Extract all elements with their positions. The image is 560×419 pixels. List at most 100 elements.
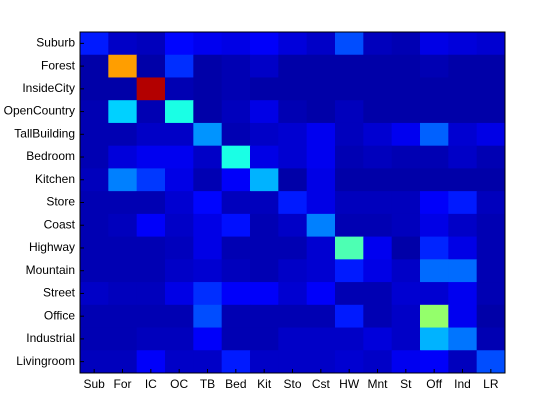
- heatmap-cell: [221, 168, 251, 192]
- heatmap-cell: [278, 213, 308, 238]
- heatmap-cell: [306, 77, 336, 101]
- x-tick-label: Bed: [225, 377, 246, 391]
- heatmap-cell: [250, 191, 279, 215]
- heatmap-cell: [136, 122, 166, 147]
- heatmap-cell: [448, 259, 478, 283]
- heatmap-cell: [108, 282, 138, 306]
- heatmap-cell: [250, 122, 279, 147]
- heatmap-cell: [80, 213, 109, 238]
- y-tick-label: Bedroom: [26, 149, 75, 163]
- heatmap-cell: [476, 350, 506, 374]
- heatmap-cell: [476, 327, 506, 351]
- heatmap-cell: [250, 327, 279, 351]
- heatmap-cell: [448, 282, 478, 306]
- heatmap-cell: [420, 168, 449, 192]
- y-tick-label: Mountain: [26, 263, 75, 277]
- heatmap-cell: [363, 168, 393, 192]
- heatmap-cell: [278, 282, 308, 306]
- heatmap-cell: [391, 327, 421, 351]
- heatmap-cell: [250, 236, 279, 260]
- heatmap-cell: [136, 168, 166, 192]
- heatmap-cell: [278, 168, 308, 192]
- heatmap-cell: [221, 213, 251, 238]
- heatmap-cell: [448, 236, 478, 260]
- heatmap-cell: [335, 168, 364, 192]
- heatmap-cell: [250, 304, 279, 329]
- heatmap-cell: [108, 100, 138, 124]
- heatmap-cell: [80, 259, 109, 283]
- heatmap-cell: [250, 145, 279, 169]
- heatmap-cell: [165, 191, 194, 215]
- heatmap-cell: [335, 77, 364, 101]
- heatmap-cell: [221, 191, 251, 215]
- y-tick-label: Street: [43, 286, 76, 300]
- heatmap-cell: [363, 259, 393, 283]
- heatmap-cell: [391, 77, 421, 101]
- x-tick-label: Kit: [257, 377, 272, 391]
- y-tick-label: InsideCity: [22, 81, 75, 95]
- heatmap-cell: [80, 145, 109, 169]
- heatmap-cell: [165, 236, 194, 260]
- heatmap-cell: [136, 282, 166, 306]
- heatmap-cell: [136, 77, 166, 101]
- heatmap-cell: [306, 191, 336, 215]
- heatmap-cell: [306, 236, 336, 260]
- heatmap-cell: [108, 145, 138, 169]
- heatmap-cell: [80, 100, 109, 124]
- heatmap-cell: [306, 32, 336, 56]
- heatmap-cell: [136, 327, 166, 351]
- heatmap-cell: [193, 100, 223, 124]
- heatmap-cell: [391, 350, 421, 374]
- heatmap-cell: [420, 350, 449, 374]
- heatmap-cell: [193, 145, 223, 169]
- heatmap-cell: [306, 350, 336, 374]
- heatmap-cell: [420, 191, 449, 215]
- heatmap-cell: [108, 191, 138, 215]
- heatmap-cell: [335, 191, 364, 215]
- heatmap-cell: [363, 32, 393, 56]
- heatmap-cell: [80, 350, 109, 374]
- x-tick-label: For: [114, 377, 132, 391]
- heatmap-cell: [306, 327, 336, 351]
- heatmap-cell: [448, 213, 478, 238]
- heatmap-cell: [193, 236, 223, 260]
- heatmap-cell: [476, 259, 506, 283]
- heatmap-cell: [420, 122, 449, 147]
- heatmap-cell: [476, 191, 506, 215]
- heatmap-cell: [80, 54, 109, 78]
- heatmap-cell: [221, 54, 251, 78]
- heatmap-cell: [221, 77, 251, 101]
- heatmap-cell: [391, 145, 421, 169]
- heatmap-cell: [193, 350, 223, 374]
- heatmap-cell: [165, 350, 194, 374]
- x-tick-label: OC: [170, 377, 188, 391]
- heatmap-cell: [136, 304, 166, 329]
- heatmap-cell: [165, 213, 194, 238]
- heatmap-cell: [250, 100, 279, 124]
- heatmap-cell: [420, 282, 449, 306]
- heatmap-cell: [363, 77, 393, 101]
- x-tick-label: Off: [426, 377, 442, 391]
- heatmap-cell: [193, 282, 223, 306]
- heatmap-cell: [476, 122, 506, 147]
- heatmap-cell: [363, 350, 393, 374]
- heatmap-cell: [165, 304, 194, 329]
- y-tick-label: Highway: [29, 240, 75, 254]
- heatmap-cell: [391, 304, 421, 329]
- heatmap-cell: [108, 168, 138, 192]
- heatmap-cell: [335, 54, 364, 78]
- heatmap-cell: [306, 282, 336, 306]
- heatmap-cell: [136, 350, 166, 374]
- heatmap-cell: [136, 259, 166, 283]
- heatmap-cell: [278, 236, 308, 260]
- heatmap-cell: [476, 236, 506, 260]
- heatmap-cell: [306, 304, 336, 329]
- x-tick-label: TB: [200, 377, 215, 391]
- heatmap-cell: [476, 32, 506, 56]
- heatmap-cell: [193, 77, 223, 101]
- heatmap-cell: [80, 282, 109, 306]
- heatmap-cell: [335, 100, 364, 124]
- heatmap-cell: [391, 122, 421, 147]
- heatmap-cell: [448, 168, 478, 192]
- heatmap-cell: [193, 168, 223, 192]
